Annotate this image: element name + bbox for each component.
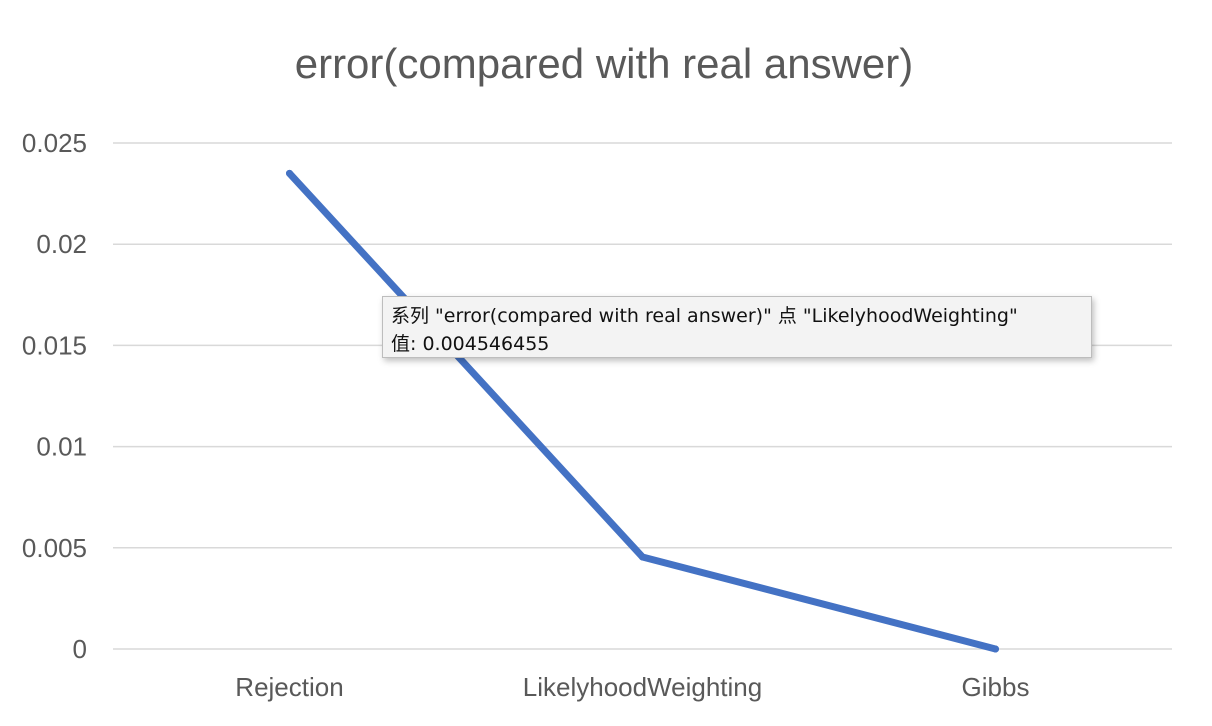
tooltip-value-line: 值: 0.004546455 bbox=[391, 333, 550, 355]
y-tick-label: 0.005 bbox=[22, 533, 87, 563]
chart-title: error(compared with real answer) bbox=[295, 40, 914, 87]
y-tick-label: 0.015 bbox=[22, 330, 87, 360]
data-point bbox=[639, 553, 646, 561]
y-tick-label: 0.025 bbox=[22, 128, 87, 158]
data-point bbox=[992, 645, 999, 653]
x-tick-label: Rejection bbox=[235, 672, 343, 702]
y-tick-label: 0.02 bbox=[36, 229, 87, 259]
x-tick-label: LikelyhoodWeighting bbox=[523, 672, 762, 702]
y-tick-label: 0.01 bbox=[36, 432, 87, 462]
data-point-tooltip: 系列 "error(compared with real answer)" 点 … bbox=[382, 296, 1092, 358]
x-tick-label: Gibbs bbox=[962, 672, 1030, 702]
data-point bbox=[286, 169, 293, 177]
y-tick-label: 0 bbox=[73, 634, 87, 664]
tooltip-series-line: 系列 "error(compared with real answer)" 点 … bbox=[391, 305, 1018, 327]
